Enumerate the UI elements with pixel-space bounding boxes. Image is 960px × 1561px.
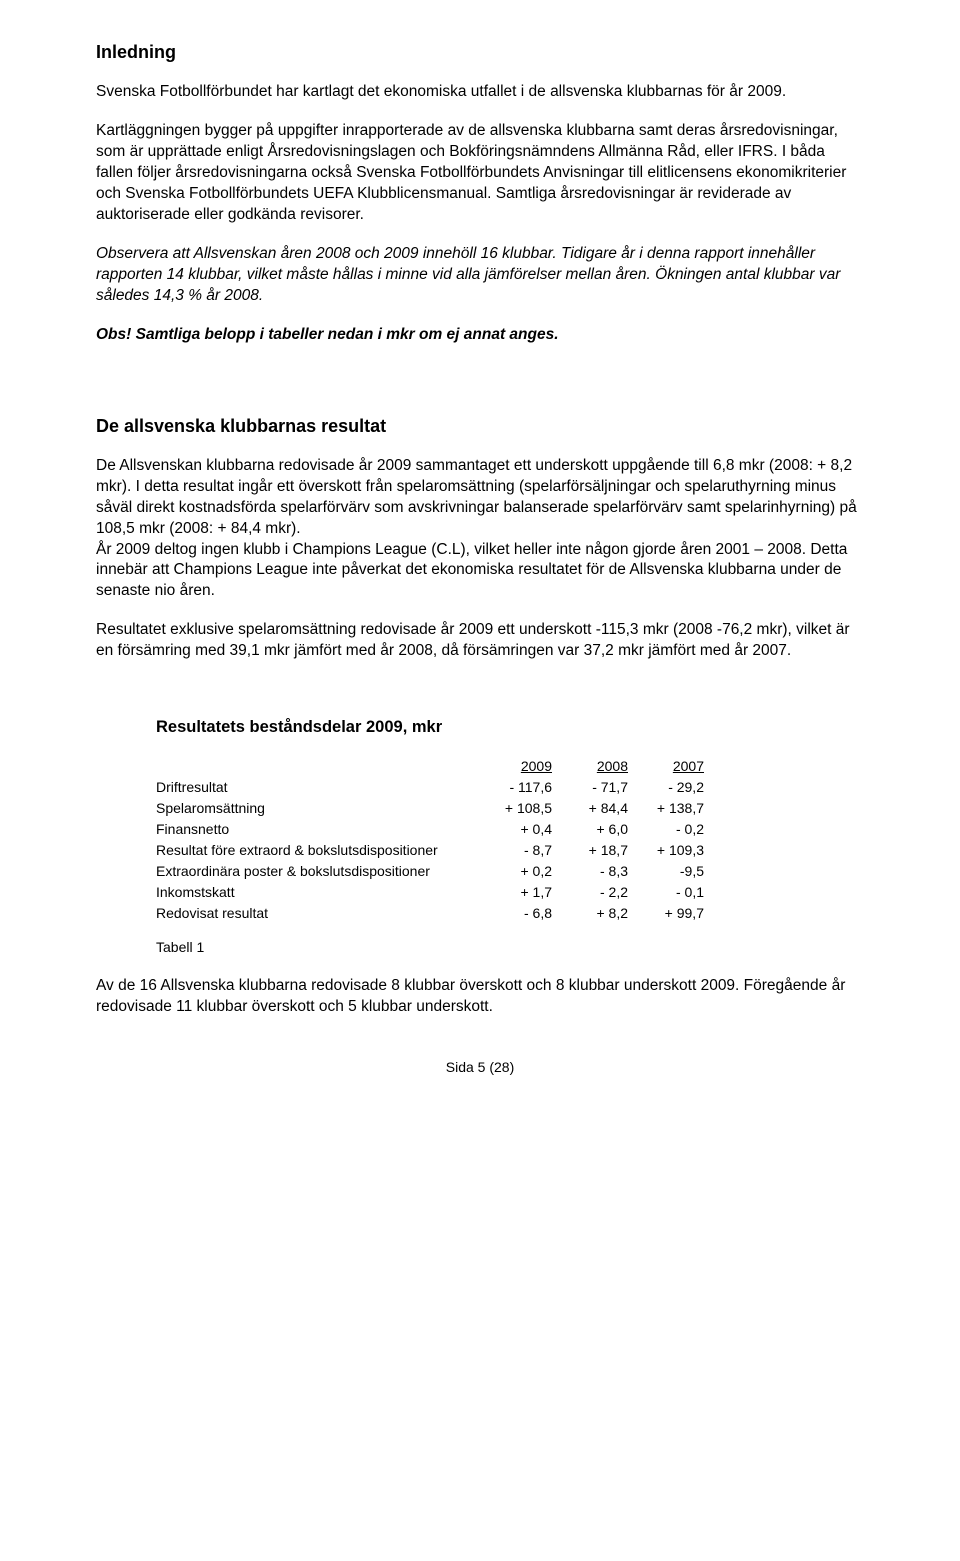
inledning-para-3: Observera att Allsvenskan åren 2008 och … [96,244,864,307]
table-cell-value: - 29,2 [628,777,704,798]
table-row: Redovisat resultat- 6,8+ 8,2+ 99,7 [156,903,704,924]
table-cell-value: - 2,2 [552,882,628,903]
inledning-para-1: Svenska Fotbollförbundet har kartlagt de… [96,82,864,103]
table-cell-value: + 0,2 [476,861,552,882]
table-cell-value: - 71,7 [552,777,628,798]
resultat-para-3: Resultatet exklusive spelaromsättning re… [96,620,864,662]
table-col-3: 2007 [628,756,704,777]
table-cell-value: - 8,7 [476,840,552,861]
inledning-para-4: Obs! Samtliga belopp i tabeller nedan i … [96,325,864,346]
table-cell-value: + 84,4 [552,798,628,819]
table-cell-value: + 8,2 [552,903,628,924]
table-1-wrap: Resultatets beståndsdelar 2009, mkr 2009… [156,716,864,956]
table-col-2: 2008 [552,756,628,777]
table-col-1: 2009 [476,756,552,777]
table-cell-label: Resultat före extraord & bokslutsdisposi… [156,840,476,861]
table-row: Spelaromsättning+ 108,5+ 84,4+ 138,7 [156,798,704,819]
table-cell-value: - 0,1 [628,882,704,903]
table-row: Driftresultat- 117,6- 71,7- 29,2 [156,777,704,798]
table-cell-value: -9,5 [628,861,704,882]
table-cell-value: + 138,7 [628,798,704,819]
table-cell-value: + 6,0 [552,819,628,840]
table-row: Resultat före extraord & bokslutsdisposi… [156,840,704,861]
table-cell-label: Extraordinära poster & bokslutsdispositi… [156,861,476,882]
table-row: Inkomstskatt+ 1,7- 2,2- 0,1 [156,882,704,903]
table-col-0 [156,756,476,777]
table-1-caption: Tabell 1 [156,938,864,957]
table-cell-label: Driftresultat [156,777,476,798]
inledning-para-2: Kartläggningen bygger på uppgifter inrap… [96,121,864,226]
table-cell-value: + 109,3 [628,840,704,861]
table-cell-label: Finansnetto [156,819,476,840]
table-cell-value: - 117,6 [476,777,552,798]
resultat-para-2: År 2009 deltog ingen klubb i Champions L… [96,540,864,603]
table-cell-value: + 108,5 [476,798,552,819]
table-row: Extraordinära poster & bokslutsdispositi… [156,861,704,882]
table-spacer-top [96,680,864,708]
table-1-title: Resultatets beståndsdelar 2009, mkr [156,716,864,738]
table-cell-value: - 8,3 [552,861,628,882]
table-cell-value: + 1,7 [476,882,552,903]
inledning-heading: Inledning [96,40,864,64]
table-cell-value: + 18,7 [552,840,628,861]
table-cell-value: - 0,2 [628,819,704,840]
section-spacer [96,364,864,414]
table-row: Finansnetto+ 0,4+ 6,0- 0,2 [156,819,704,840]
table-cell-value: - 6,8 [476,903,552,924]
resultat-para-1: De Allsvenskan klubbarna redovisade år 2… [96,456,864,540]
table-cell-label: Inkomstskatt [156,882,476,903]
table-header-row: 2009 2008 2007 [156,756,704,777]
table-cell-label: Spelaromsättning [156,798,476,819]
resultat-para-4: Av de 16 Allsvenska klubbarna redovisade… [96,976,864,1018]
table-1: 2009 2008 2007 Driftresultat- 117,6- 71,… [156,756,704,923]
resultat-heading: De allsvenska klubbarnas resultat [96,414,864,438]
table-1-body: Driftresultat- 117,6- 71,7- 29,2Spelarom… [156,777,704,923]
table-cell-value: + 99,7 [628,903,704,924]
table-cell-label: Redovisat resultat [156,903,476,924]
page-footer: Sida 5 (28) [96,1058,864,1077]
table-cell-value: + 0,4 [476,819,552,840]
